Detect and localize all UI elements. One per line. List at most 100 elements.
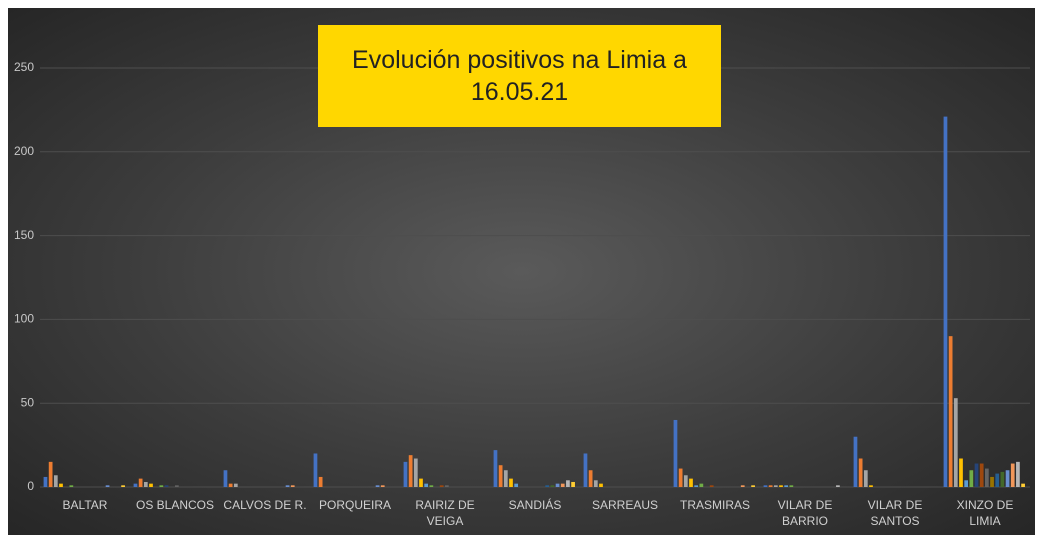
x-tick-label: VILAR DE BARRIO xyxy=(777,498,833,528)
bar xyxy=(694,485,699,487)
bar xyxy=(1016,461,1020,487)
bar xyxy=(566,480,570,487)
bar xyxy=(773,485,778,487)
bar xyxy=(858,458,863,487)
bar xyxy=(493,450,498,487)
bar xyxy=(550,485,555,487)
bar xyxy=(439,485,444,487)
bar xyxy=(673,419,678,487)
bar xyxy=(159,485,164,487)
bar xyxy=(223,470,228,487)
bar xyxy=(53,475,58,487)
bar xyxy=(678,468,683,487)
bar xyxy=(985,468,989,487)
chart-title: Evolución positivos na Limia a 16.05.21 xyxy=(318,25,721,127)
bar xyxy=(1021,483,1025,487)
y-tick-label: 0 xyxy=(27,479,34,493)
bar xyxy=(571,481,575,487)
x-tick-label: BALTAR xyxy=(62,498,108,512)
bar xyxy=(69,485,74,487)
bar xyxy=(375,485,380,487)
bar xyxy=(1010,463,1015,487)
bar xyxy=(709,485,714,487)
bar xyxy=(514,483,519,487)
bar xyxy=(969,470,974,487)
bar xyxy=(990,476,994,487)
bar xyxy=(121,485,125,487)
bar xyxy=(959,458,963,487)
bar xyxy=(419,478,423,487)
bar xyxy=(751,485,755,487)
x-tick-label: CALVOS DE R. xyxy=(223,498,307,512)
bar xyxy=(964,480,969,487)
bar xyxy=(503,470,508,487)
bar xyxy=(689,478,693,487)
bar xyxy=(175,485,179,487)
bar xyxy=(138,478,143,487)
bar xyxy=(429,485,434,487)
bar xyxy=(974,463,979,487)
bar xyxy=(836,485,840,487)
bar xyxy=(149,483,153,487)
bar xyxy=(143,481,148,487)
bar xyxy=(863,470,868,487)
bar xyxy=(789,485,794,487)
bar xyxy=(43,476,48,487)
bar xyxy=(768,485,773,487)
bar xyxy=(853,436,858,487)
bar xyxy=(380,485,385,487)
bar xyxy=(318,476,323,487)
x-tick-label: RAIRIZ DE VEIGA xyxy=(415,498,475,528)
bar xyxy=(555,483,560,487)
bar xyxy=(779,485,783,487)
y-tick-label: 250 xyxy=(14,60,34,74)
bar xyxy=(545,485,550,487)
bar xyxy=(233,483,238,487)
x-tick-label: OS BLANCOS xyxy=(135,498,215,512)
bar xyxy=(313,453,318,487)
bar xyxy=(164,485,169,487)
bar xyxy=(290,485,295,487)
bar xyxy=(445,485,449,487)
bar xyxy=(48,461,53,487)
bar xyxy=(683,475,688,487)
x-tick-label: SARREAUS xyxy=(591,498,659,512)
bar xyxy=(588,470,593,487)
bar xyxy=(408,455,413,487)
x-tick-label: XINZO DE LIMIA xyxy=(956,498,1014,528)
y-tick-label: 100 xyxy=(14,312,34,326)
bar xyxy=(105,485,110,487)
bar xyxy=(784,485,789,487)
bar xyxy=(948,336,953,487)
bar xyxy=(228,483,233,487)
bar xyxy=(413,458,418,487)
y-tick-label: 150 xyxy=(14,228,34,242)
bar xyxy=(740,485,745,487)
y-tick-label: 200 xyxy=(14,144,34,158)
bar xyxy=(953,398,958,487)
bar xyxy=(403,461,408,487)
bar xyxy=(59,483,63,487)
bar xyxy=(943,116,948,487)
bar xyxy=(1005,470,1010,487)
y-tick-label: 50 xyxy=(21,395,35,409)
x-tick-label: TRASMIRAS xyxy=(679,498,750,512)
x-tick-label: PORQUEIRA xyxy=(318,498,391,512)
bar xyxy=(699,483,704,487)
bar xyxy=(763,485,768,487)
bar xyxy=(560,483,565,487)
bar xyxy=(424,483,429,487)
bar xyxy=(1000,471,1005,487)
bar xyxy=(509,478,513,487)
x-tick-label: SANDIÁS xyxy=(508,498,562,512)
bar xyxy=(995,473,1000,487)
bar xyxy=(979,463,984,487)
bar xyxy=(498,465,503,487)
bar xyxy=(583,453,588,487)
bar xyxy=(869,485,873,487)
bar xyxy=(599,483,603,487)
bar xyxy=(285,485,290,487)
bar xyxy=(133,483,138,487)
